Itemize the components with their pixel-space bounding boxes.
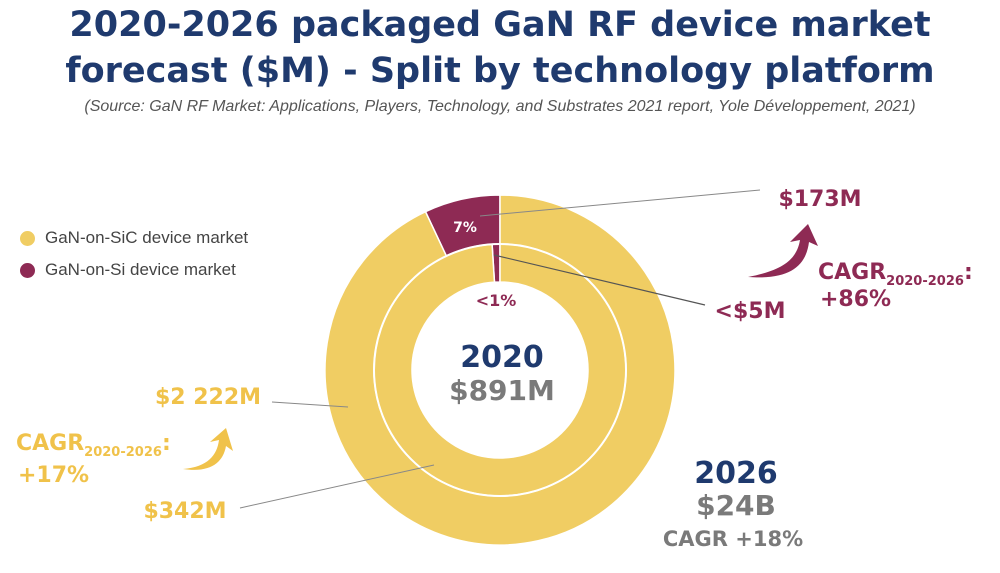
data-label-si-2020: <$5M [715, 299, 786, 324]
legend-item-sic: GaN-on-SiC device market [20, 222, 248, 254]
cagr-si-colon: : [964, 260, 973, 285]
data-label-si-2020-pct: <1% [476, 291, 517, 310]
data-label-sic-2020: $342M [143, 499, 226, 524]
source-note: (Source: GaN RF Market: Applications, Pl… [84, 98, 916, 115]
center-total-2020: $891M [449, 374, 555, 407]
legend-label-sic: GaN-on-SiC device market [45, 228, 249, 247]
cagr-si-value: +86% [820, 287, 891, 312]
cagr-si-label: CAGR2020-2026: [818, 260, 973, 289]
legend-dot-si [20, 262, 35, 278]
leader-line-5m [493, 254, 706, 306]
leader-line-173m [479, 189, 761, 217]
total-2026-label: $24B [696, 489, 776, 522]
legend-label-si: GaN-on-Si device market [45, 260, 236, 279]
leader-line-342m [239, 464, 435, 509]
legend-dot-sic [20, 230, 35, 246]
cagr-total-label: CAGR +18% [663, 527, 803, 551]
title-line-2: forecast ($M) - Split by technology plat… [65, 51, 935, 91]
leader-line-2222m [271, 401, 349, 408]
title-line-1: 2020-2026 packaged GaN RF device market [69, 5, 931, 45]
chart-title: 2020-2026 packaged GaN RF device market … [0, 2, 1000, 94]
cagr-sic-value: +17% [18, 463, 89, 488]
center-year-2020: 2020 [460, 340, 544, 375]
legend: GaN-on-SiC device market GaN-on-Si devic… [20, 222, 248, 286]
cagr-sic-years: 2020-2026 [84, 445, 162, 460]
ring-separator [373, 243, 627, 497]
data-label-si-2026-pct: 7% [453, 220, 477, 236]
cagr-sic-prefix: CAGR [16, 431, 84, 456]
cagr-sic-colon: : [162, 431, 171, 456]
cagr-si-prefix: CAGR [818, 260, 886, 285]
cagr-si-years: 2020-2026 [886, 274, 964, 289]
year-2026-label: 2026 [694, 456, 778, 491]
legend-item-si: GaN-on-Si device market [20, 254, 248, 286]
growth-arrow-si [748, 224, 818, 278]
data-label-sic-2026: $2 222M [155, 385, 261, 410]
growth-arrow-sic [183, 428, 233, 470]
cagr-sic-label: CAGR2020-2026: [16, 431, 171, 460]
data-label-si-2026: $173M [778, 187, 861, 212]
